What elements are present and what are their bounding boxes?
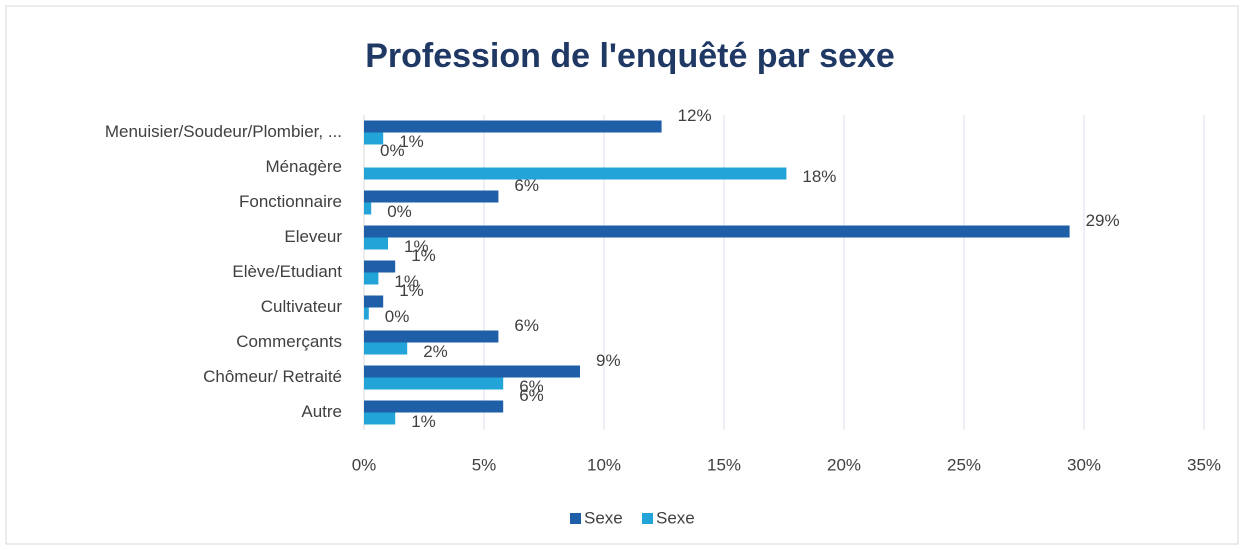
legend-swatch — [570, 513, 581, 524]
y-tick-label: Cultivateur — [261, 297, 343, 316]
data-label: 6% — [519, 377, 544, 396]
bar — [364, 342, 408, 355]
bar — [364, 132, 384, 145]
bar — [364, 167, 787, 180]
bar — [364, 295, 384, 308]
data-label: 1% — [399, 132, 424, 151]
bar — [364, 365, 580, 378]
x-tick-label: 15% — [707, 455, 741, 474]
bar — [364, 120, 662, 133]
x-tick-label: 0% — [352, 455, 377, 474]
y-tick-label: Menuisier/Soudeur/Plombier, ... — [105, 122, 342, 141]
bar — [364, 400, 504, 413]
y-tick-label: Chômeur/ Retraité — [203, 367, 342, 386]
data-label: 0% — [387, 202, 412, 221]
bar — [364, 190, 499, 203]
data-label: 1% — [399, 281, 424, 300]
bar — [364, 412, 396, 425]
bar — [364, 272, 379, 285]
x-tick-label: 20% — [827, 455, 861, 474]
legend-label: Sexe — [584, 508, 623, 527]
y-tick-label: Eleveur — [284, 227, 342, 246]
bar — [364, 260, 396, 273]
x-tick-label: 30% — [1067, 455, 1101, 474]
bar — [364, 307, 369, 320]
bar — [364, 330, 499, 343]
data-label: 0% — [385, 307, 410, 326]
legend-label: Sexe — [656, 508, 695, 527]
y-tick-label: Ménagère — [265, 157, 342, 176]
data-label: 18% — [802, 167, 836, 186]
data-label: 2% — [423, 342, 448, 361]
data-label: 6% — [514, 176, 539, 195]
x-tick-label: 25% — [947, 455, 981, 474]
data-label: 12% — [678, 106, 712, 125]
bar — [364, 237, 388, 250]
data-label: 1% — [411, 412, 436, 431]
bar — [364, 202, 372, 215]
x-tick-label: 35% — [1187, 455, 1221, 474]
data-label: 0% — [380, 141, 405, 160]
bar — [364, 225, 1070, 238]
y-tick-label: Elève/Etudiant — [232, 262, 342, 281]
x-tick-label: 5% — [472, 455, 497, 474]
legend-swatch — [642, 513, 653, 524]
x-tick-label: 10% — [587, 455, 621, 474]
data-label: 1% — [404, 237, 429, 256]
data-label: 6% — [519, 386, 544, 405]
chart-frame — [5, 5, 1239, 545]
y-tick-label: Autre — [301, 402, 342, 421]
data-label: 29% — [1086, 211, 1120, 230]
chart-title: Profession de l'enquêté par sexe — [365, 37, 895, 75]
data-label: 6% — [514, 316, 539, 335]
y-tick-label: Commerçants — [236, 332, 342, 351]
data-label: 9% — [596, 351, 621, 370]
bar — [364, 377, 504, 390]
data-label: 1% — [411, 246, 436, 265]
y-tick-label: Fonctionnaire — [239, 192, 342, 211]
data-label: 1% — [394, 272, 419, 291]
